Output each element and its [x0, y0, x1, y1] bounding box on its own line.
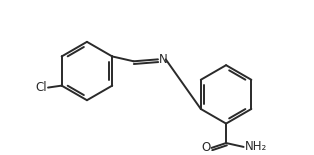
- Text: O: O: [201, 141, 210, 154]
- Text: Cl: Cl: [35, 81, 47, 94]
- Text: N: N: [159, 53, 168, 66]
- Text: NH₂: NH₂: [245, 140, 267, 153]
